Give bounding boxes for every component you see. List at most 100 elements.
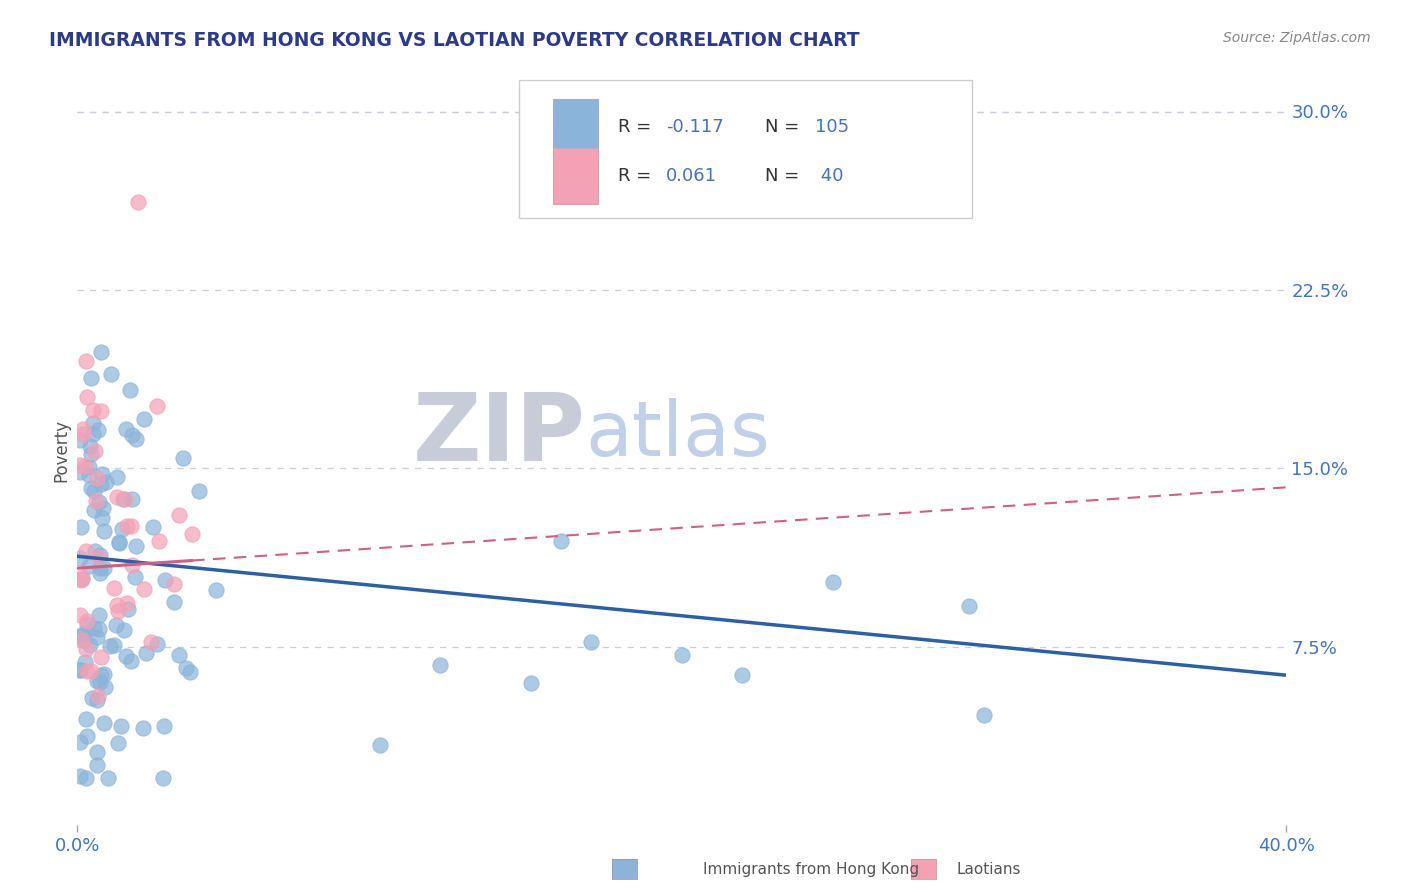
Point — [84, 444, 107, 458]
Text: N =: N = — [765, 167, 806, 185]
Point — [120, 384, 142, 398]
Point — [114, 492, 136, 507]
Point — [75, 354, 97, 368]
Text: atlas: atlas — [585, 399, 770, 473]
Point — [368, 738, 391, 752]
Point — [73, 655, 96, 669]
Point — [153, 719, 176, 733]
Point — [76, 390, 98, 404]
Point — [73, 632, 96, 647]
Point — [135, 646, 157, 660]
Point — [671, 648, 693, 662]
Point — [132, 582, 155, 597]
Text: R =: R = — [617, 167, 657, 185]
Point — [70, 632, 93, 647]
Text: IMMIGRANTS FROM HONG KONG VS LAOTIAN POVERTY CORRELATION CHART: IMMIGRANTS FROM HONG KONG VS LAOTIAN POV… — [49, 31, 860, 50]
Point — [83, 502, 105, 516]
Point — [96, 475, 118, 490]
Point — [146, 399, 169, 413]
Point — [174, 661, 197, 675]
Point — [520, 675, 543, 690]
Point — [145, 637, 167, 651]
Point — [124, 570, 146, 584]
Point — [77, 468, 100, 483]
Point — [108, 536, 131, 550]
Point — [204, 582, 226, 597]
Point — [112, 623, 135, 637]
Point — [103, 582, 125, 596]
Point — [141, 634, 163, 648]
Point — [132, 721, 155, 735]
Point — [121, 491, 143, 506]
Point — [107, 535, 129, 549]
Point — [72, 426, 94, 441]
Point — [84, 493, 107, 508]
Point — [83, 484, 105, 499]
Point — [75, 544, 97, 558]
Point — [115, 596, 138, 610]
FancyBboxPatch shape — [553, 148, 599, 204]
Point — [98, 639, 121, 653]
Point — [75, 712, 97, 726]
Point — [69, 735, 91, 749]
Point — [167, 508, 190, 522]
FancyBboxPatch shape — [519, 79, 972, 219]
Point — [93, 560, 115, 574]
Text: 0.061: 0.061 — [666, 167, 717, 185]
Point — [76, 617, 98, 632]
Point — [87, 423, 110, 437]
Point — [90, 511, 112, 525]
Point — [111, 522, 134, 536]
Point — [82, 402, 104, 417]
Point — [115, 519, 138, 533]
Point — [72, 572, 94, 586]
Point — [91, 500, 114, 515]
Text: Source: ZipAtlas.com: Source: ZipAtlas.com — [1223, 31, 1371, 45]
Point — [120, 518, 142, 533]
Point — [75, 458, 97, 473]
Point — [86, 630, 108, 644]
Point — [94, 680, 117, 694]
Point — [127, 194, 149, 209]
Point — [69, 607, 91, 622]
Point — [105, 490, 128, 504]
Point — [89, 560, 111, 574]
Point — [69, 551, 91, 566]
Point — [172, 451, 194, 466]
Point — [83, 621, 105, 635]
Point — [86, 693, 108, 707]
Point — [152, 771, 174, 785]
Point — [181, 527, 204, 541]
Point — [134, 412, 156, 426]
Point — [93, 524, 115, 538]
Point — [69, 663, 91, 677]
Point — [76, 665, 98, 679]
Point — [89, 566, 111, 581]
Point — [112, 491, 135, 506]
Point — [69, 574, 91, 588]
Point — [107, 604, 129, 618]
Point — [100, 368, 122, 382]
Point — [77, 558, 100, 573]
Point — [76, 729, 98, 743]
Point — [107, 469, 129, 483]
Point — [87, 623, 110, 637]
Point — [69, 519, 91, 533]
Point — [83, 544, 105, 558]
Point — [90, 345, 112, 359]
Point — [69, 664, 91, 678]
Point — [86, 745, 108, 759]
Point — [80, 370, 103, 384]
Text: R =: R = — [617, 118, 657, 136]
Point — [89, 675, 111, 690]
Text: 105: 105 — [815, 118, 849, 136]
Point — [75, 642, 97, 657]
Text: 40: 40 — [815, 167, 844, 185]
Point — [69, 433, 91, 447]
Point — [120, 654, 142, 668]
Point — [69, 458, 91, 472]
Point — [82, 426, 104, 441]
Point — [69, 465, 91, 479]
Point — [76, 614, 98, 628]
Point — [125, 540, 148, 554]
